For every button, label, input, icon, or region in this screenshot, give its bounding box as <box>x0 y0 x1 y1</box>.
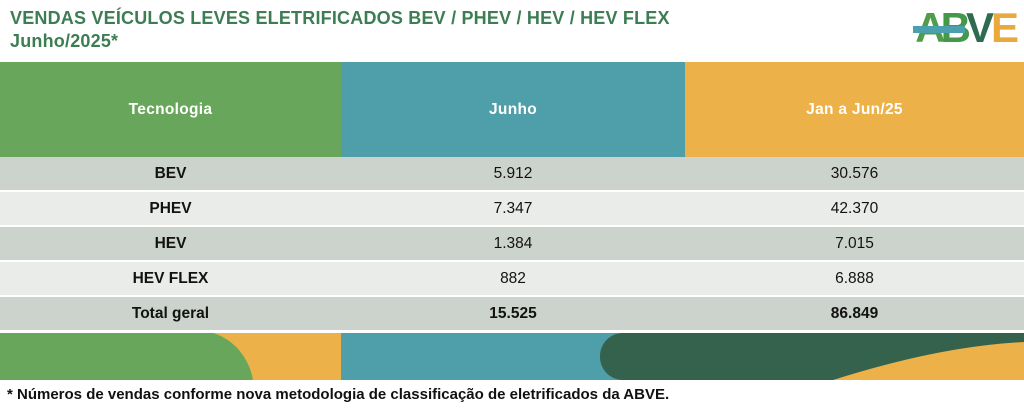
table-row-hev-flex: HEV FLEX 882 6.888 <box>0 262 1024 295</box>
cell-jan-a-jun: 42.370 <box>830 199 879 217</box>
cell-junho: 7.347 <box>493 199 533 217</box>
column-header-jan-a-jun: Jan a Jun/25 <box>685 62 1024 157</box>
column-header-junho: Junho <box>341 62 685 157</box>
logo-letter-v: V <box>965 4 994 51</box>
cell-jan-a-jun: 6.888 <box>835 269 874 287</box>
table-row-hev: HEV 1.384 7.015 <box>0 227 1024 260</box>
table-row-total-geral: Total geral 15.525 86.849 <box>0 297 1024 330</box>
cell-tecnologia: BEV <box>154 164 187 182</box>
cell-junho: 1.384 <box>493 234 533 252</box>
cell-tecnologia: HEV <box>154 234 187 252</box>
cell-jan-a-jun: 30.576 <box>830 164 879 182</box>
page-title-line2: Junho/2025* <box>10 31 119 51</box>
cell-junho: 5.912 <box>493 164 533 182</box>
table-header-row: Tecnologia Junho Jan a Jun/25 <box>0 62 1024 157</box>
decorative-band <box>0 333 1024 380</box>
page-title: VENDAS VEÍCULOS LEVES ELETRIFICADOS BEV … <box>10 7 670 53</box>
cell-tecnologia: Total geral <box>131 304 210 322</box>
decorative-band-graphic <box>0 333 1024 380</box>
table-row-phev: PHEV 7.347 42.370 <box>0 192 1024 225</box>
cell-junho: 882 <box>500 269 526 287</box>
table-row-bev: BEV 5.912 30.576 <box>0 157 1024 190</box>
abve-logo: A B V E <box>913 4 1019 52</box>
table-body: BEV 5.912 30.576 PHEV 7.347 42.370 HEV 1… <box>0 157 1024 332</box>
cell-tecnologia: HEV FLEX <box>132 269 209 287</box>
cell-tecnologia: PHEV <box>149 199 192 217</box>
logo-teal-stripe <box>913 26 966 33</box>
abve-logo-letters: A B V E <box>913 4 1019 51</box>
page-title-line1: VENDAS VEÍCULOS LEVES ELETRIFICADOS BEV … <box>10 8 670 28</box>
column-header-tecnologia: Tecnologia <box>0 62 341 157</box>
logo-letter-e: E <box>990 4 1019 51</box>
cell-jan-a-jun: 86.849 <box>830 304 879 322</box>
cell-jan-a-jun: 7.015 <box>835 234 874 252</box>
cell-junho: 15.525 <box>489 304 537 322</box>
footnote: * Números de vendas conforme nova metodo… <box>7 386 670 403</box>
